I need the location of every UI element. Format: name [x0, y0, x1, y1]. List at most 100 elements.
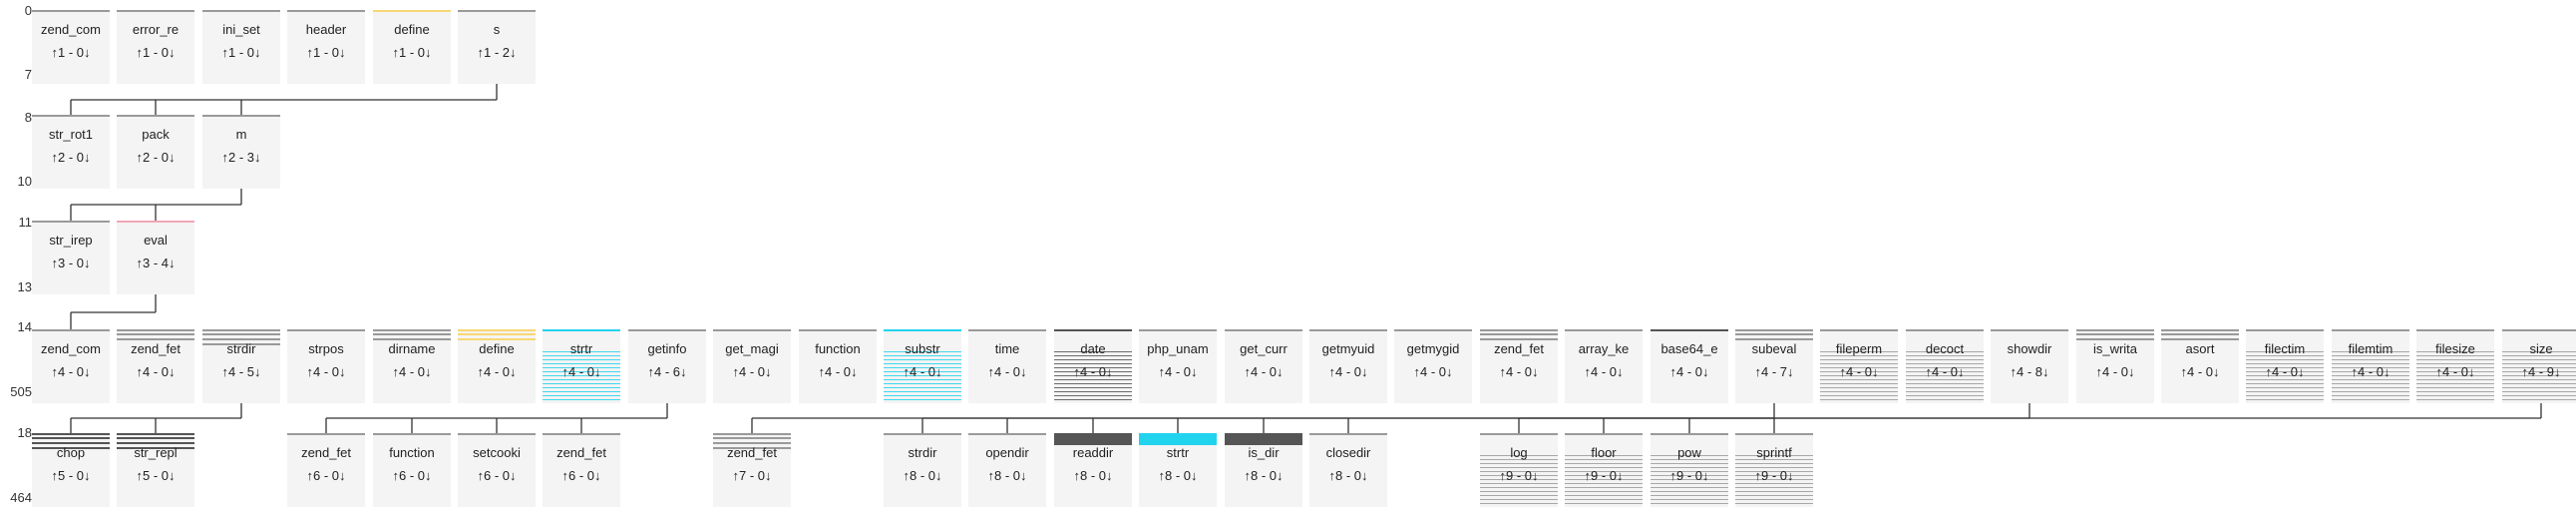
node-r2c1[interactable]: eval ↑3 - 4↓ [117, 221, 194, 294]
history-stripes [2332, 351, 2409, 403]
accent-bar [458, 10, 536, 12]
node-r2c0[interactable]: str_irep ↑3 - 0↓ [32, 221, 110, 294]
accent-bar [2416, 329, 2494, 331]
node-r3c24[interactable]: is_writa ↑4 - 0↓ [2076, 329, 2154, 403]
node-r3c0[interactable]: zend_com ↑4 - 0↓ [32, 329, 110, 403]
accent-bar [202, 115, 280, 117]
node-r3c16[interactable]: getmygid ↑4 - 0↓ [1394, 329, 1472, 403]
node-r1c2[interactable]: m ↑2 - 3↓ [202, 115, 280, 189]
node-label: strdir [226, 341, 256, 356]
node-count: ↑4 - 0↓ [477, 364, 517, 379]
node-r3c29[interactable]: size ↑4 - 9↓ [2502, 329, 2576, 403]
accent-bar [287, 433, 365, 435]
accent-bar [1225, 329, 1302, 331]
node-r4c17[interactable]: log ↑9 - 0↓ [1480, 433, 1558, 507]
node-count: ↑4 - 0↓ [561, 364, 601, 379]
node-count: ↑4 - 0↓ [1328, 364, 1368, 379]
node-count: ↑6 - 0↓ [477, 468, 517, 483]
node-r3c13[interactable]: php_unam ↑4 - 0↓ [1139, 329, 1217, 403]
node-r3c8[interactable]: get_magi ↑4 - 0↓ [713, 329, 791, 403]
node-count: ↑8 - 0↓ [1328, 468, 1368, 483]
node-r0c1[interactable]: error_re ↑1 - 0↓ [117, 10, 194, 84]
node-r3c9[interactable]: function ↑4 - 0↓ [799, 329, 877, 403]
node-count: ↑1 - 0↓ [221, 45, 261, 60]
node-r4c20[interactable]: sprintf ↑9 - 0↓ [1735, 433, 1813, 507]
node-count: ↑2 - 3↓ [221, 150, 261, 165]
node-r3c20[interactable]: subeval ↑4 - 7↓ [1735, 329, 1813, 403]
node-r4c19[interactable]: pow ↑9 - 0↓ [1651, 433, 1728, 507]
node-r1c1[interactable]: pack ↑2 - 0↓ [117, 115, 194, 189]
node-r0c2[interactable]: ini_set ↑1 - 0↓ [202, 10, 280, 84]
node-count: ↑4 - 0↓ [2435, 364, 2475, 379]
node-r3c12[interactable]: date ↑4 - 0↓ [1054, 329, 1132, 403]
node-r3c6[interactable]: strtr ↑4 - 0↓ [543, 329, 620, 403]
node-r3c19[interactable]: base64_e ↑4 - 0↓ [1651, 329, 1728, 403]
node-count: ↑6 - 0↓ [306, 468, 346, 483]
history-line [2076, 338, 2154, 340]
node-r3c7[interactable]: getinfo ↑4 - 6↓ [628, 329, 706, 403]
node-r4c0[interactable]: chop ↑5 - 0↓ [32, 433, 110, 507]
node-r3c11[interactable]: time ↑4 - 0↓ [968, 329, 1046, 403]
node-label: sprintf [1756, 445, 1792, 460]
accent-bar [1309, 433, 1387, 435]
node-label: zend_fet [301, 445, 351, 460]
node-r3c5[interactable]: define ↑4 - 0↓ [458, 329, 536, 403]
node-r3c4[interactable]: dirname ↑4 - 0↓ [373, 329, 451, 403]
accent-bar [884, 433, 961, 435]
node-r0c4[interactable]: define ↑1 - 0↓ [373, 10, 451, 84]
node-count: ↑4 - 9↓ [2521, 364, 2561, 379]
history-line [458, 333, 536, 335]
history-line [117, 437, 194, 439]
node-r3c27[interactable]: filemtim ↑4 - 0↓ [2332, 329, 2409, 403]
history-stripes [1480, 455, 1558, 507]
node-r0c0[interactable]: zend_com ↑1 - 0↓ [32, 10, 110, 84]
node-r3c26[interactable]: filectim ↑4 - 0↓ [2246, 329, 2324, 403]
accent-bar [287, 10, 365, 12]
node-r4c13[interactable]: strtr ↑8 - 0↓ [1139, 433, 1217, 507]
node-label: s [493, 22, 501, 37]
node-label: strtr [1166, 445, 1190, 460]
history-line [202, 338, 280, 340]
node-count: ↑4 - 0↓ [1158, 364, 1198, 379]
node-r4c6[interactable]: zend_fet ↑6 - 0↓ [543, 433, 620, 507]
node-r0c5[interactable]: s ↑1 - 2↓ [458, 10, 536, 84]
node-r3c17[interactable]: zend_fet ↑4 - 0↓ [1480, 329, 1558, 403]
node-r3c1[interactable]: zend_fet ↑4 - 0↓ [117, 329, 194, 403]
node-r4c12[interactable]: readdir ↑8 - 0↓ [1054, 433, 1132, 507]
node-r4c5[interactable]: setcooki ↑6 - 0↓ [458, 433, 536, 507]
node-label: fileperm [1835, 341, 1883, 356]
node-r3c22[interactable]: decoct ↑4 - 0↓ [1906, 329, 1984, 403]
node-label: floor [1591, 445, 1617, 460]
level-label-l11: 11 [18, 215, 33, 230]
node-label: define [394, 22, 430, 37]
node-r3c23[interactable]: showdir ↑4 - 8↓ [1991, 329, 2068, 403]
accent-bar [1139, 433, 1217, 445]
node-r4c8[interactable]: zend_fet ↑7 - 0↓ [713, 433, 791, 507]
history-stripes [1820, 351, 1898, 403]
node-r0c3[interactable]: header ↑1 - 0↓ [287, 10, 365, 84]
node-r4c4[interactable]: function ↑6 - 0↓ [373, 433, 451, 507]
node-r4c14[interactable]: is_dir ↑8 - 0↓ [1225, 433, 1302, 507]
node-r3c18[interactable]: array_ke ↑4 - 0↓ [1565, 329, 1643, 403]
node-r4c3[interactable]: zend_fet ↑6 - 0↓ [287, 433, 365, 507]
node-r3c14[interactable]: get_curr ↑4 - 0↓ [1225, 329, 1302, 403]
node-label: subeval [1751, 341, 1797, 356]
node-r4c1[interactable]: str_repl ↑5 - 0↓ [117, 433, 194, 507]
node-r3c3[interactable]: strpos ↑4 - 0↓ [287, 329, 365, 403]
node-r3c21[interactable]: fileperm ↑4 - 0↓ [1820, 329, 1898, 403]
node-r3c2[interactable]: strdir ↑4 - 5↓ [202, 329, 280, 403]
history-line [202, 343, 280, 345]
node-r4c11[interactable]: opendir ↑8 - 0↓ [968, 433, 1046, 507]
node-r4c15[interactable]: closedir ↑8 - 0↓ [1309, 433, 1387, 507]
node-r3c25[interactable]: asort ↑4 - 0↓ [2161, 329, 2239, 403]
node-r3c28[interactable]: filesize ↑4 - 0↓ [2416, 329, 2494, 403]
accent-bar [1054, 329, 1132, 331]
node-r4c18[interactable]: floor ↑9 - 0↓ [1565, 433, 1643, 507]
node-r4c10[interactable]: strdir ↑8 - 0↓ [884, 433, 961, 507]
level-label-l464: 464 [10, 490, 32, 505]
node-r1c0[interactable]: str_rot1 ↑2 - 0↓ [32, 115, 110, 189]
node-r3c15[interactable]: getmyuid ↑4 - 0↓ [1309, 329, 1387, 403]
node-count: ↑2 - 0↓ [136, 150, 176, 165]
node-r3c10[interactable]: substr ↑4 - 0↓ [884, 329, 961, 403]
node-label: zend_com [41, 341, 101, 356]
